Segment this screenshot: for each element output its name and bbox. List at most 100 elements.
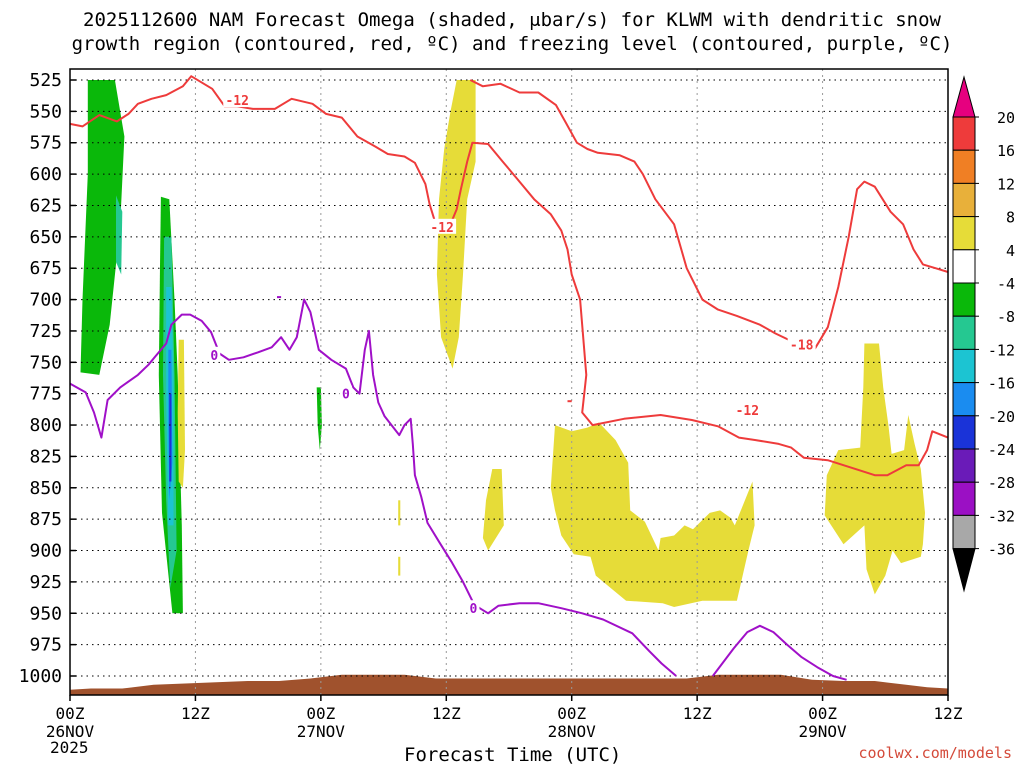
axis-layer: 525 550 575 600 625 650 675 700 725 750 775 800 825 8… bbox=[19, 70, 963, 741]
x-tick-label-5: 12Z bbox=[683, 704, 712, 723]
colorbar-swatch-12 bbox=[952, 481, 976, 516]
y-tick-label-675: 675 bbox=[29, 258, 62, 279]
grid-layer bbox=[70, 69, 948, 695]
colorbar-swatch-13 bbox=[952, 514, 976, 550]
x-tick-label-3: 12Z bbox=[432, 704, 461, 723]
y-tick-label-625: 625 bbox=[29, 195, 62, 216]
x-tick-label-0: 00Z bbox=[56, 704, 85, 723]
contour-label-0: -12 bbox=[225, 94, 248, 109]
colorbar-label-6: -8 bbox=[997, 308, 1015, 326]
colorbar-label-7: -12 bbox=[988, 341, 1015, 359]
x-tick-label-2: 00Z bbox=[306, 704, 335, 723]
y-tick-label-875: 875 bbox=[29, 509, 62, 530]
contour-label-5: 0 bbox=[342, 388, 350, 403]
dendritic-contour--12-0 bbox=[69, 75, 949, 477]
y-tick-label-600: 600 bbox=[29, 164, 62, 185]
contour-label-bg-0 bbox=[223, 92, 252, 108]
y-tick-label-800: 800 bbox=[29, 415, 62, 436]
contour-label-6: 0 bbox=[470, 602, 478, 617]
omega-region-descent-3 bbox=[116, 195, 123, 275]
colorbar-label-9: -20 bbox=[988, 408, 1015, 426]
colorbar-swatch-2 bbox=[952, 149, 976, 184]
colorbar-label-13: -36 bbox=[988, 541, 1015, 559]
colorbar-label-11: -28 bbox=[988, 474, 1015, 492]
omega-region-descent-2 bbox=[316, 387, 322, 451]
y-tick-label-925: 925 bbox=[29, 572, 62, 593]
contour-label-bg-6 bbox=[467, 600, 480, 616]
terrain-layer bbox=[70, 674, 948, 695]
omega-region-ascent-12 bbox=[482, 469, 504, 551]
y-tick-label-550: 550 bbox=[29, 101, 62, 122]
y-tick-label-700: 700 bbox=[29, 290, 62, 311]
y-tick-label-775: 775 bbox=[29, 384, 62, 405]
y-tick-label-850: 850 bbox=[29, 478, 62, 499]
colorbar-swatch-4 bbox=[952, 216, 976, 251]
freezing-contour-0-1 bbox=[712, 624, 847, 681]
contour-label-bg-4 bbox=[208, 346, 221, 362]
y-tick-label-900: 900 bbox=[29, 541, 62, 562]
colorbar-swatch-9 bbox=[952, 382, 976, 417]
y-tick-label-575: 575 bbox=[29, 133, 62, 154]
terrain-fill bbox=[70, 674, 948, 695]
colorbar-swatch-11 bbox=[952, 448, 976, 483]
omega-region-ascent-13 bbox=[550, 422, 755, 607]
y-tick-label-975: 975 bbox=[29, 635, 62, 656]
x-tick-label-6: 00Z bbox=[808, 704, 837, 723]
x-tick-date-0: 26NOV bbox=[46, 722, 95, 741]
omega-region-ascent-9 bbox=[436, 80, 476, 369]
year-label: 2025 bbox=[50, 738, 89, 757]
colorbar-swatch-5 bbox=[952, 249, 976, 284]
contour-label-layer: -12 -12 -18 -12 0 0 0 bbox=[208, 92, 816, 617]
contour-layer bbox=[69, 75, 949, 681]
x-tick-label-4: 00Z bbox=[557, 704, 586, 723]
colorbar-label-2: 12 bbox=[997, 175, 1015, 193]
y-tick-label-825: 825 bbox=[29, 446, 62, 467]
plot-frame bbox=[69, 68, 949, 696]
colorbar-label-4: 4 bbox=[1006, 242, 1015, 260]
contour-label-bg-3 bbox=[733, 401, 762, 417]
y-tick-label-950: 950 bbox=[29, 603, 62, 624]
contour-label-bg-2 bbox=[787, 336, 816, 352]
omega-region-ascent-11 bbox=[398, 556, 401, 576]
omega-region-descent-7 bbox=[169, 393, 172, 482]
colorbar-label-5: -4 bbox=[997, 275, 1015, 293]
omega-region-ascent-8 bbox=[177, 339, 185, 488]
y-tick-label-725: 725 bbox=[29, 321, 62, 342]
x-tick-date-2: 27NOV bbox=[297, 722, 346, 741]
x-tick-date-6: 29NOV bbox=[798, 722, 847, 741]
colorbar-label-8: -16 bbox=[988, 375, 1015, 393]
y-tick-label-1000: 1000 bbox=[19, 666, 62, 687]
colorbar-swatch-1 bbox=[952, 116, 976, 151]
contour-label-bg-5 bbox=[339, 385, 352, 401]
y-tick-label-750: 750 bbox=[29, 352, 62, 373]
contour-label-1: -12 bbox=[430, 221, 453, 236]
colorbar-bottom-arrow bbox=[952, 548, 976, 593]
chart-title-line-2: growth region (contoured, red, ºC) and f… bbox=[71, 33, 953, 55]
freezing-contour-0-0 bbox=[69, 298, 677, 677]
y-tick-label-525: 525 bbox=[29, 70, 62, 91]
contour-label-3: -12 bbox=[736, 404, 759, 419]
dendritic-contour--12-1 bbox=[469, 79, 949, 351]
x-tick-date-4: 28NOV bbox=[548, 722, 597, 741]
y-tick-label-650: 650 bbox=[29, 227, 62, 248]
chart-title-line-1: 2025112600 NAM Forecast Omega (shaded, μ… bbox=[83, 9, 941, 31]
colorbar-swatch-8 bbox=[952, 348, 976, 384]
x-tick-label-1: 12Z bbox=[181, 704, 210, 723]
contour-label-bg-1 bbox=[428, 218, 457, 234]
omega-region-ascent-14 bbox=[824, 343, 925, 595]
omega-region-ascent-10 bbox=[398, 500, 401, 526]
x-tick-label-7: 12Z bbox=[934, 704, 963, 723]
colorbar: 20 16 12 8 4 -4 -8 -12 -16 -20 -24 -28 -32 -36 bbox=[952, 75, 1015, 593]
colorbar-swatch-7 bbox=[952, 315, 976, 350]
contour-label-4: 0 bbox=[210, 349, 218, 364]
x-axis-title: Forecast Time (UTC) bbox=[404, 744, 622, 766]
watermark: coolwx.com/models bbox=[858, 744, 1012, 762]
colorbar-label-0: 20 bbox=[997, 109, 1015, 127]
colorbar-label-3: 8 bbox=[1006, 209, 1015, 227]
colorbar-swatch-3 bbox=[952, 182, 976, 218]
contour-label-2: -18 bbox=[790, 339, 814, 354]
colorbar-top-arrow bbox=[952, 75, 976, 118]
colorbar-swatch-6 bbox=[952, 282, 976, 317]
colorbar-label-12: -32 bbox=[988, 507, 1015, 525]
